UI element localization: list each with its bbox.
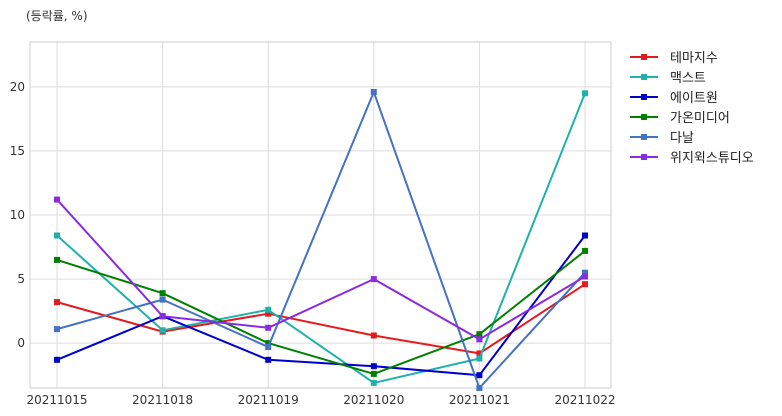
legend-item: 맥스트: [630, 71, 706, 86]
data-point: [159, 296, 166, 303]
data-point: [265, 324, 272, 331]
y-tick-label: 5: [17, 272, 25, 286]
data-point: [476, 385, 483, 391]
data-point: [265, 340, 272, 347]
data-point: [476, 331, 483, 338]
data-point: [476, 336, 483, 343]
data-point: [54, 232, 60, 239]
data-point: [582, 273, 588, 280]
data-point: [159, 313, 166, 320]
data-point: [582, 247, 588, 254]
x-tick-label: 20211015: [26, 393, 87, 407]
series-5: [54, 89, 588, 391]
data-point: [159, 327, 166, 334]
data-point: [370, 379, 377, 386]
series-1: [54, 281, 588, 357]
series-line: [56, 198, 586, 341]
data-point: [582, 281, 588, 288]
y-axis-label: (등락률, %): [26, 9, 88, 23]
series-group: [54, 89, 588, 391]
legend-marker: [641, 114, 647, 120]
data-point: [54, 256, 60, 263]
legend-item: 가온미디어: [630, 111, 730, 126]
data-point: [370, 332, 377, 339]
x-tick-label: 20211021: [449, 393, 510, 407]
legend-label: 맥스트: [670, 71, 706, 86]
data-point: [370, 370, 377, 377]
data-point: [476, 350, 483, 357]
x-tick-label: 20211020: [343, 393, 404, 407]
series-line: [56, 283, 586, 355]
data-point: [54, 299, 60, 306]
data-point: [370, 276, 377, 283]
series-6: [54, 196, 588, 343]
plot-frame: [29, 41, 612, 389]
data-point: [54, 196, 60, 203]
data-point: [370, 363, 377, 370]
data-point: [582, 269, 588, 276]
legend-item: 다날: [630, 131, 694, 146]
legend-marker: [641, 74, 647, 80]
legend-marker: [641, 54, 647, 60]
x-tick-label: 20211022: [554, 393, 615, 407]
y-tick-label: 20: [10, 80, 25, 94]
data-point: [370, 89, 377, 95]
y-tick-label: 0: [17, 336, 25, 350]
data-point: [265, 344, 272, 350]
data-point: [54, 326, 60, 333]
data-point: [265, 356, 272, 363]
x-axis-ticks: 20211015 20211018 20211019 20211020 20211021…: [26, 393, 615, 407]
legend-label: 위지윅스튜디오: [670, 151, 754, 166]
legend-label: 가온미디어: [670, 111, 730, 126]
legend-label: 테마지수: [670, 51, 718, 66]
series-line: [56, 91, 586, 389]
data-point: [54, 356, 60, 363]
x-tick-label: 20211018: [132, 393, 193, 407]
data-point: [582, 90, 588, 97]
data-point: [159, 290, 166, 297]
y-tick-label: 10: [10, 208, 25, 222]
data-point: [476, 372, 483, 379]
grid-lines: [30, 42, 611, 388]
legend-label: 에이트원: [670, 91, 718, 106]
y-tick-label: 15: [10, 144, 25, 158]
legend-label: 다날: [670, 131, 694, 146]
legend-item: 테마지수: [630, 51, 718, 66]
series-4: [54, 247, 588, 377]
data-point: [265, 310, 272, 317]
legend-item: 에이트원: [630, 91, 718, 106]
legend-marker: [641, 94, 647, 100]
y-axis-ticks: 0 5 10 15 20: [10, 80, 25, 350]
series-line: [56, 234, 586, 377]
legend-marker: [641, 134, 647, 140]
data-point: [476, 355, 483, 362]
data-point: [265, 306, 272, 313]
x-tick-label: 20211019: [238, 393, 299, 407]
series-line: [56, 92, 586, 384]
legend-marker: [641, 154, 647, 160]
series-2: [54, 90, 588, 386]
data-point: [582, 232, 588, 239]
series-line: [56, 250, 586, 375]
legend-item: 위지윅스튜디오: [630, 151, 754, 166]
